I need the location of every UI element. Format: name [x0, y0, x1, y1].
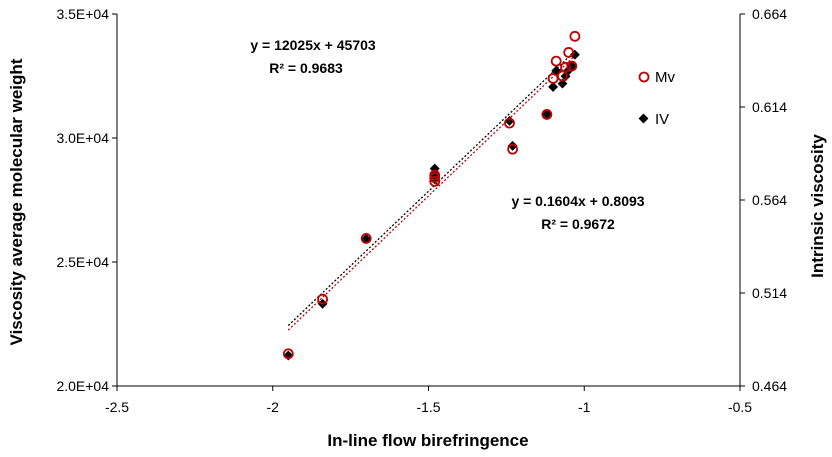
- mv-data-point: [504, 117, 515, 129]
- right-y-axis-title: Intrinsic viscosity: [808, 134, 827, 278]
- iv-trendline: [287, 50, 576, 326]
- mv-data-point: [569, 30, 581, 42]
- mv-data-point: [563, 47, 575, 58]
- right-y-tick-label: 0.514: [752, 285, 787, 301]
- mv-data-point: [547, 73, 559, 84]
- mv-data-point: [541, 109, 553, 120]
- left-y-tick-label: 3.0E+04: [56, 130, 109, 146]
- mv-data-point: [282, 348, 294, 360]
- trendlines: [287, 50, 576, 331]
- legend-iv-marker: [638, 113, 649, 124]
- right-y-tick-label: 0.664: [752, 6, 787, 22]
- mv-data-point: [360, 233, 372, 244]
- iv-data-point: [548, 81, 559, 92]
- axis-ticks: -2.5 -2 -1.5 -1 -0.5 2.0E+04 2.5E+04 3.0E+04 3.5…: [56, 6, 787, 415]
- x-tick-label: -1: [578, 399, 591, 415]
- mv-data-point: [429, 175, 441, 187]
- iv-trendline-equation: y = 0.1604x + 0.8093: [511, 193, 644, 209]
- left-y-tick-label: 2.0E+04: [56, 378, 109, 394]
- legend-iv-label: IV: [655, 111, 669, 128]
- mv-data-point: [507, 143, 519, 155]
- iv-data-point: [557, 78, 568, 89]
- mv-data-point: [317, 293, 328, 305]
- legend-mv-label: Mv: [655, 69, 675, 86]
- mv-data-point: [550, 55, 562, 67]
- left-y-tick-label: 3.5E+04: [56, 6, 109, 22]
- legend: Mv IV: [638, 69, 675, 128]
- mv-data-point: [566, 60, 578, 72]
- data-points: [282, 30, 581, 361]
- mv-data-point: [429, 169, 441, 181]
- legend-mv-marker: [638, 71, 650, 83]
- left-y-axis-title: Viscosity average molecular weight: [7, 58, 26, 345]
- right-y-tick-label: 0.564: [752, 192, 787, 208]
- iv-trendline-r2: R² = 0.9672: [541, 216, 615, 232]
- mv-trendline-equation: y = 12025x + 45703: [250, 37, 376, 53]
- plot-area: [116, 14, 741, 387]
- left-y-tick-label: 2.5E+04: [56, 254, 109, 270]
- x-axis-title: In-line flow birefringence: [327, 431, 528, 450]
- x-tick-label: -2.5: [105, 399, 129, 415]
- x-tick-label: -0.5: [728, 399, 752, 415]
- right-y-tick-label: 0.614: [752, 99, 787, 115]
- right-y-tick-label: 0.464: [752, 378, 787, 394]
- mv-data-point: [560, 61, 571, 73]
- mv-trendline-r2: R² = 0.9683: [269, 60, 343, 76]
- x-tick-label: -1.5: [416, 399, 440, 415]
- x-tick-label: -2: [267, 399, 280, 415]
- iv-data-point: [541, 109, 552, 120]
